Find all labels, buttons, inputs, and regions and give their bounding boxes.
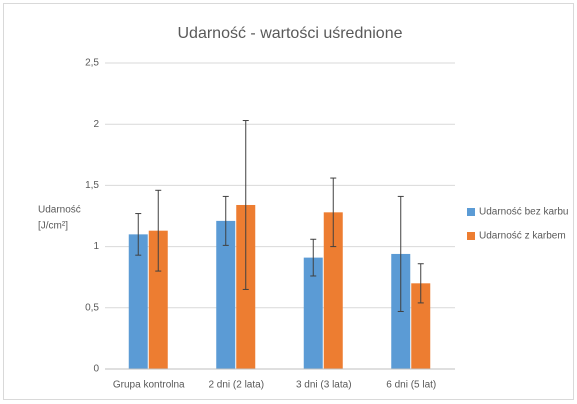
y-axis-label: [J/cm²] xyxy=(38,221,68,232)
x-tick-label: 2 dni (2 lata) xyxy=(208,380,264,391)
y-tick-label: 1,5 xyxy=(85,180,99,191)
y-tick-label: 2,5 xyxy=(85,58,99,69)
x-tick-label: 6 dni (5 lat) xyxy=(386,380,436,391)
chart-title: Udarność - wartości uśrednione xyxy=(178,25,403,42)
bar xyxy=(303,257,323,369)
y-tick-label: 1 xyxy=(93,241,99,252)
legend-swatch xyxy=(467,232,475,240)
y-tick-label: 0 xyxy=(93,364,99,375)
bar xyxy=(411,283,431,369)
chart-border xyxy=(3,3,574,400)
x-tick-label: 3 dni (3 lata) xyxy=(296,380,352,391)
bar xyxy=(128,234,148,369)
legend-label: Udarność z karbem xyxy=(479,231,566,242)
y-axis-label: Udarność xyxy=(38,205,81,216)
x-tick-label: Grupa kontrolna xyxy=(113,380,185,391)
legend-swatch xyxy=(467,208,475,216)
bar xyxy=(148,230,168,369)
bar xyxy=(216,220,236,369)
y-tick-label: 0,5 xyxy=(85,302,99,313)
legend-label: Udarność bez karbu xyxy=(479,207,569,218)
y-tick-label: 2 xyxy=(93,119,99,130)
bar xyxy=(323,212,343,369)
